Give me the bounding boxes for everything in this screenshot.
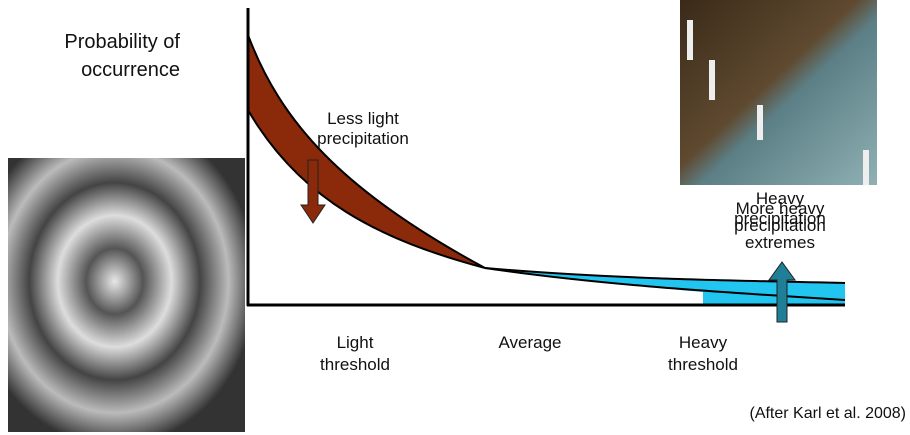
old-curve	[484, 267, 846, 301]
x-label: Heavy	[679, 333, 728, 352]
annotation: precipitation	[317, 129, 409, 148]
annotation: Heavy	[756, 189, 805, 208]
x-label: threshold	[320, 355, 390, 374]
up-arrow	[768, 261, 796, 323]
x-label: Average	[498, 333, 561, 352]
new-curve	[484, 267, 846, 284]
y-axis-label: occurrence	[81, 59, 180, 81]
fence-posts	[687, 20, 869, 185]
decrease-band	[247, 34, 486, 269]
x-label: threshold	[668, 355, 738, 374]
down-arrow	[300, 159, 326, 224]
annotation: extremes	[745, 233, 815, 252]
increase-band	[485, 268, 845, 305]
satellite-image	[8, 158, 245, 432]
annotation: More heavy	[736, 199, 825, 218]
y-axis-label: Probability of	[64, 31, 180, 53]
x-label: Light	[337, 333, 374, 352]
citation: (After Karl et al. 2008)	[749, 405, 906, 422]
annotation: precipitation	[734, 216, 826, 235]
annotation: Less light	[327, 109, 399, 128]
annotation: precipitation	[734, 209, 826, 228]
